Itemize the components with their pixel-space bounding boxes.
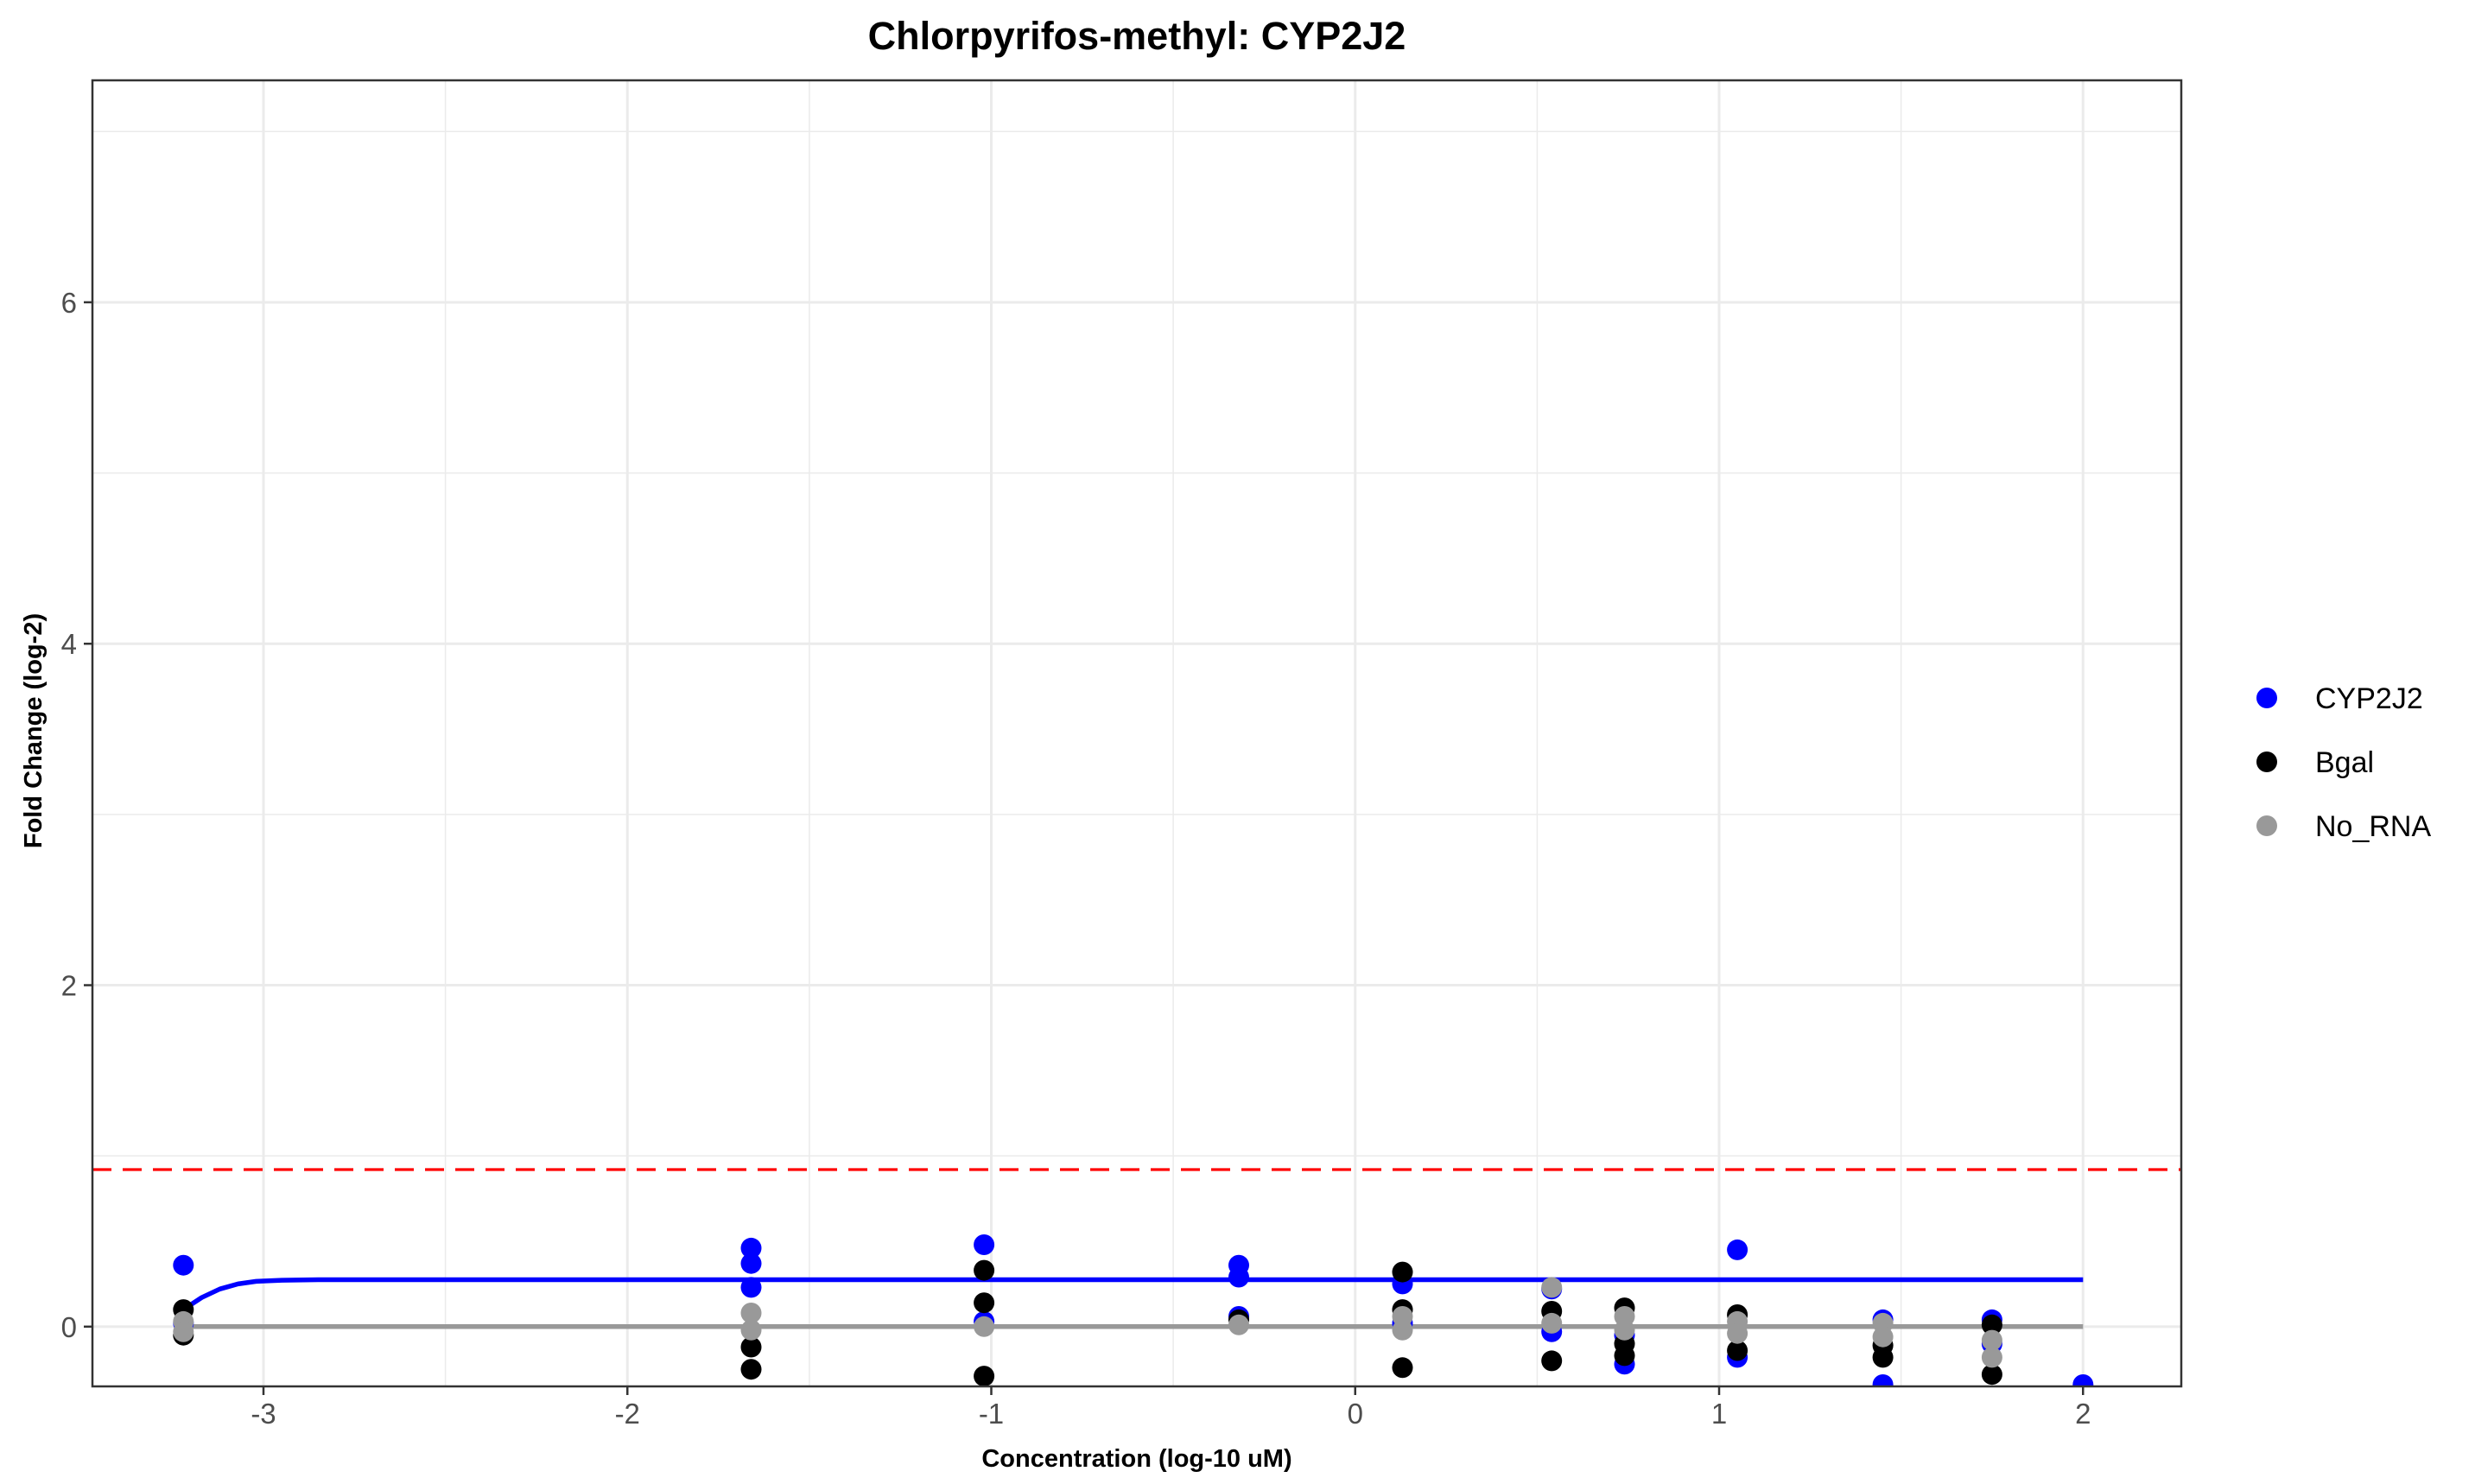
point-cyp2j2 xyxy=(740,1277,762,1298)
point-bgal xyxy=(974,1292,995,1314)
plot-border xyxy=(91,79,2183,1388)
point-no-rna xyxy=(173,1321,194,1342)
point-no-rna xyxy=(1614,1319,1635,1341)
point-no-rna xyxy=(1727,1322,1748,1344)
fit-curve-cyp2j2 xyxy=(181,1277,2084,1312)
point-bgal xyxy=(1727,1340,1748,1361)
point-bgal xyxy=(974,1259,995,1281)
point-bgal xyxy=(1981,1314,2002,1335)
chart-title: Chlorpyrifos-methyl: CYP2J2 xyxy=(868,14,1406,58)
legend-key-bgal xyxy=(2256,752,2277,772)
point-bgal xyxy=(1872,1347,1894,1368)
y-tick-label: 0 xyxy=(61,1311,77,1343)
legend-key-cyp2j2 xyxy=(2256,688,2277,708)
plot-panel xyxy=(92,80,2181,1386)
point-no-rna xyxy=(1228,1314,1249,1335)
point-bgal xyxy=(740,1359,762,1380)
point-bgal xyxy=(1392,1261,1413,1283)
point-cyp2j2 xyxy=(1228,1266,1249,1288)
x-tick-label: -3 xyxy=(251,1398,276,1430)
point-no-rna xyxy=(1541,1277,1563,1298)
legend-label-cyp2j2: CYP2J2 xyxy=(2315,682,2423,715)
point-cyp2j2 xyxy=(173,1254,194,1276)
x-tick-label: 2 xyxy=(2075,1398,2091,1430)
x-axis-title: Concentration (log-10 uM) xyxy=(981,1445,1291,1473)
legend-label-no-rna: No_RNA xyxy=(2315,810,2431,843)
point-cyp2j2 xyxy=(1727,1239,1748,1260)
point-cyp2j2 xyxy=(2072,1374,2094,1386)
point-bgal xyxy=(974,1366,995,1386)
point-bgal xyxy=(1981,1364,2002,1386)
legend-label-bgal: Bgal xyxy=(2315,746,2374,779)
point-bgal xyxy=(1392,1357,1413,1379)
x-tick-label: -2 xyxy=(615,1398,640,1430)
y-tick-label: 6 xyxy=(61,287,77,319)
data-points xyxy=(173,1234,2094,1386)
point-no-rna xyxy=(974,1316,995,1337)
point-no-rna xyxy=(1392,1319,1413,1341)
point-no-rna xyxy=(740,1319,762,1341)
point-bgal xyxy=(740,1336,762,1358)
point-cyp2j2 xyxy=(740,1253,762,1274)
x-tick-label: 1 xyxy=(1711,1398,1727,1430)
point-cyp2j2 xyxy=(1872,1374,1894,1386)
x-tick-label: 0 xyxy=(1348,1398,1363,1430)
point-no-rna xyxy=(1981,1329,2002,1351)
point-bgal xyxy=(1541,1350,1563,1372)
point-no-rna xyxy=(1872,1326,1894,1348)
x-tick-label: -1 xyxy=(979,1398,1004,1430)
point-cyp2j2 xyxy=(974,1234,995,1255)
point-no-rna xyxy=(1541,1312,1563,1334)
y-tick-label: 2 xyxy=(61,970,77,1002)
y-tick-label: 4 xyxy=(61,628,77,660)
point-no-rna xyxy=(740,1303,762,1323)
point-bgal xyxy=(1614,1345,1635,1367)
point-cyp2j2 xyxy=(740,1237,762,1259)
y-axis-title: Fold Change (log-2) xyxy=(20,613,48,848)
point-no-rna xyxy=(1981,1347,2002,1368)
legend-key-no-rna xyxy=(2256,815,2277,836)
